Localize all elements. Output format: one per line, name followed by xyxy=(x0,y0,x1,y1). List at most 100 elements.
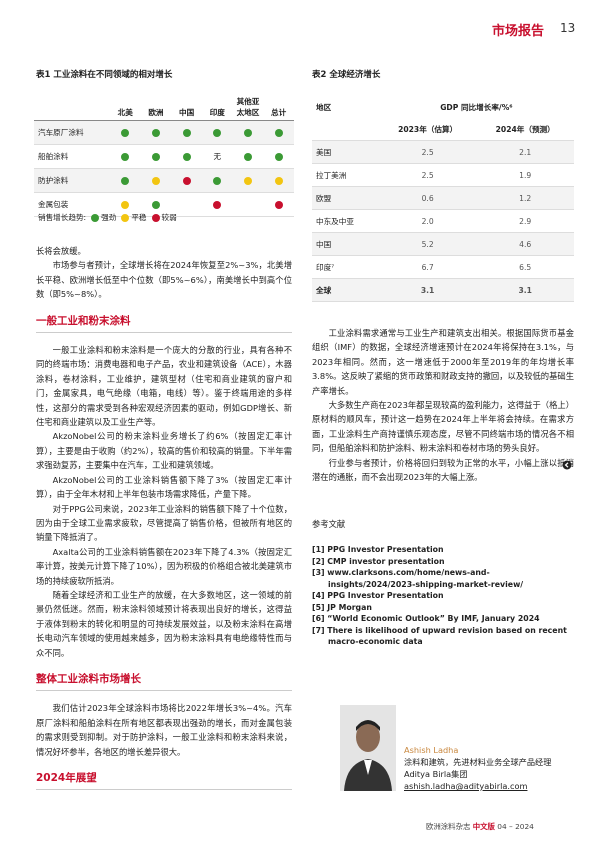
cell xyxy=(232,192,264,217)
legend-label: 销售增长趋势: xyxy=(38,213,87,222)
growth-dot xyxy=(121,177,130,185)
row-label: 防护涂料 xyxy=(34,168,110,193)
cell xyxy=(263,168,294,193)
reference-item: [6] “World Economic Outlook” By IMF, Jan… xyxy=(312,614,540,623)
column-header: 2023年（估算） xyxy=(378,118,477,141)
cell-value: 3.1 xyxy=(378,278,477,302)
legend-dot xyxy=(121,214,130,222)
growth-dot xyxy=(243,153,252,161)
growth-dot xyxy=(213,129,222,137)
paragraph: AkzoNobel公司的粉末涂料业务增长了约6%（按固定汇率计算），主要是由于收… xyxy=(36,431,292,471)
legend: 销售增长趋势: 强劲 平稳 较弱 xyxy=(38,212,177,223)
legend-text: 较弱 xyxy=(161,213,177,222)
row-label: 船舶涂料 xyxy=(34,144,110,169)
growth-dot xyxy=(121,129,130,137)
cell-value: 2.5 xyxy=(378,140,477,164)
cell-text: 无 xyxy=(213,152,222,161)
growth-dot xyxy=(151,201,160,209)
row-label: 汽车原厂涂料 xyxy=(34,120,110,145)
table-row: 金属包装 xyxy=(34,192,294,217)
table-row: 全球 3.1 3.1 xyxy=(312,278,574,302)
cell-value: 3.1 xyxy=(476,278,574,302)
reference-item: [4] PPG Investor Presentation xyxy=(312,591,444,600)
cell xyxy=(171,144,202,169)
row-label: 金属包装 xyxy=(34,192,110,217)
paragraph: 一般工业涂料和粉末涂料是一个庞大的分散的行业，具有各种不同的终端市场：消费电器和… xyxy=(36,345,292,428)
column-header: 中国 xyxy=(179,108,195,117)
legend-item: 强劲 xyxy=(91,212,116,223)
growth-dot xyxy=(182,177,191,185)
cell-value: 2.5 xyxy=(378,163,477,187)
cell xyxy=(263,120,294,145)
row-label: 全球 xyxy=(312,278,379,302)
cell xyxy=(109,168,141,193)
table-title: 表2 全球经济增长 xyxy=(312,70,381,80)
table-row: 船舶涂料 无 xyxy=(34,144,294,169)
growth-dot xyxy=(121,153,130,161)
legend-text: 平稳 xyxy=(131,213,147,222)
row-label: 中东及中亚 xyxy=(312,209,379,233)
table-row: 中国 5.2 4.6 xyxy=(312,232,574,256)
table-row: 中东及中亚 2.0 2.9 xyxy=(312,209,574,233)
left-column: 长将会放缓。市场参与者预计，全球增长将在2024年恢复至2%~3%，北美增长平稳… xyxy=(36,244,292,800)
growth-table: 北美 欧洲 中国 印度 其他亚太地区 总计 汽车原厂涂料 船舶涂料 无防护涂料 金属包装 xyxy=(34,90,294,217)
cell xyxy=(232,168,264,193)
continue-icon xyxy=(562,460,572,470)
row-label: 美国 xyxy=(312,140,379,164)
cell-value: 6.5 xyxy=(476,255,574,279)
growth-dot xyxy=(243,129,252,137)
growth-dot xyxy=(151,177,160,185)
cell xyxy=(140,192,172,217)
growth-dot xyxy=(182,153,191,161)
footer: 欧洲涂料杂志 中文版 04 – 2024 xyxy=(426,821,534,832)
paragraph: AkzoNobel公司的工业涂料销售额下降了3%（按固定汇率计算），由于全年木材… xyxy=(36,474,292,500)
cell xyxy=(232,120,264,145)
right-column: 工业涂料需求通常与工业生产和建筑支出相关。根据国际货币基金组织（IMF）的数据，… xyxy=(312,326,574,484)
cell xyxy=(109,192,141,217)
cell-value: 2.9 xyxy=(476,209,574,233)
cell xyxy=(140,144,172,169)
reference-item: [5] JP Morgan xyxy=(312,602,372,612)
growth-dot xyxy=(213,201,222,209)
cell: 无 xyxy=(201,144,233,169)
author-email: ashish.ladha@adityabirla.com xyxy=(404,781,528,791)
paragraph: 市场参与者预计，全球增长将在2024年恢复至2%~3%，北美增长平稳、欧洲增长低… xyxy=(36,260,292,300)
author-photo xyxy=(340,705,396,791)
cell xyxy=(140,120,172,145)
column-header: GDP 同比增长率/%⁶ xyxy=(440,102,513,112)
gdp-table: 地区 GDP 同比增长率/%⁶ 2023年（估算） 2024年（预测） 美国 2.5 2… xyxy=(312,96,574,302)
growth-dot xyxy=(274,177,283,185)
legend-item: 平稳 xyxy=(121,212,147,223)
cell xyxy=(263,192,294,217)
edition: 中文版 xyxy=(472,822,495,831)
column-header: 印度 xyxy=(209,108,225,117)
cell-value: 2.1 xyxy=(476,140,574,164)
author-info: Ashish Ladha 涂料和建筑，先进材料业务全球产品经理 Aditya B… xyxy=(404,744,551,792)
author-name: Ashish Ladha xyxy=(404,745,459,755)
legend-item: 较弱 xyxy=(151,212,177,223)
growth-dot xyxy=(121,201,130,209)
legend-dot xyxy=(151,214,160,222)
column-header: 总计 xyxy=(271,108,287,117)
cell xyxy=(201,192,233,217)
cell xyxy=(109,144,141,169)
cell xyxy=(140,168,172,193)
paragraph: 长将会放缓。 xyxy=(36,246,86,256)
section-heading: 整体工业涂料市场增长 xyxy=(36,672,292,692)
cell xyxy=(171,168,202,193)
section-heading: 2024年展望 xyxy=(36,771,292,791)
paragraph: 我们估计2023年全球涂料市场将比2022年增长3%~4%。汽车原厂涂料和船舶涂… xyxy=(36,703,292,757)
page-number: 13 xyxy=(560,21,576,35)
cell-value: 1.9 xyxy=(476,163,574,187)
references: 参考文献 [1] PPG Investor Presentation [2] CMP… xyxy=(312,518,574,648)
legend-text: 强劲 xyxy=(101,213,117,222)
row-label: 欧盟 xyxy=(312,186,379,210)
cell xyxy=(201,120,233,145)
paragraph: 行业参与者预计，价格将回归到较为正常的水平，小幅上涨以抵消潜在的通胀，而不会出现… xyxy=(312,457,574,483)
reference-item: [7] There is likelihood of upward revisi… xyxy=(312,625,567,647)
row-label: 拉丁美洲 xyxy=(312,163,379,187)
section-title: 市场报告 xyxy=(492,24,545,39)
growth-dot xyxy=(151,129,160,137)
cell xyxy=(232,144,264,169)
